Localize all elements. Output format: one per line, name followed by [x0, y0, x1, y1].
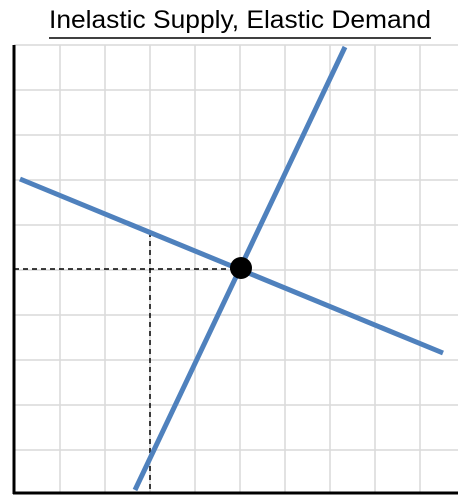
title: Inelastic Supply, Elastic Demand	[49, 6, 431, 34]
equilibrium-point	[230, 257, 252, 279]
grid	[14, 44, 458, 493]
